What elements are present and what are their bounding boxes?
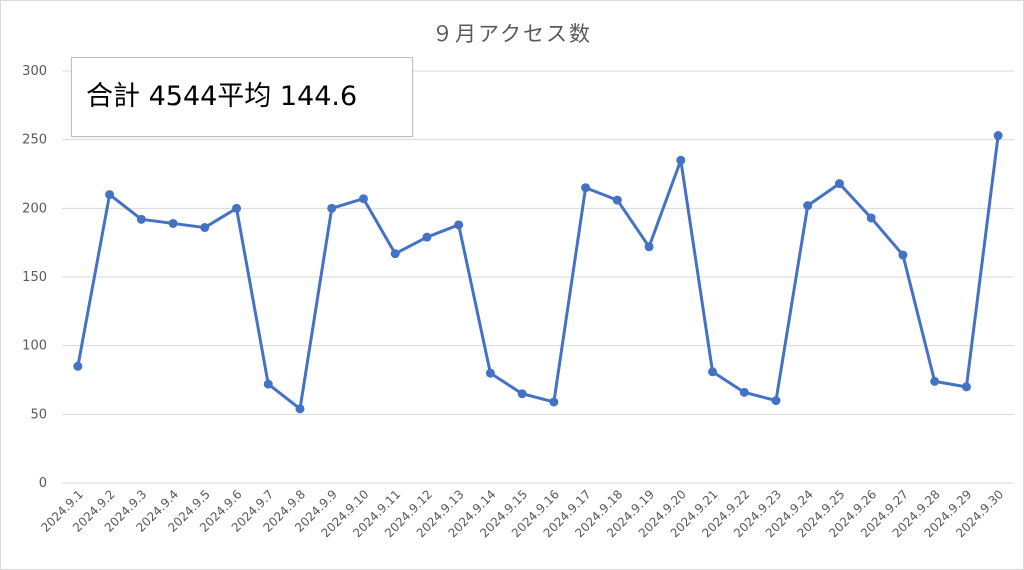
y-tick-label: 0 [39, 476, 47, 491]
data-point [834, 179, 844, 189]
chart-title: ９月アクセス数 [432, 22, 592, 46]
y-tick-label: 150 [22, 270, 47, 285]
series-line [76, 134, 1000, 411]
data-point [454, 220, 464, 230]
data-point [803, 201, 813, 211]
data-point [644, 242, 654, 252]
data-point [232, 203, 242, 213]
data-point [612, 195, 622, 205]
y-tick-label: 250 [22, 133, 47, 148]
data-point [390, 249, 400, 259]
data-point [676, 155, 686, 165]
y-tick-label: 100 [22, 339, 47, 354]
summary-text: 合計 4544平均 144.6 [86, 81, 358, 112]
series-access-count [73, 131, 1003, 414]
data-point [961, 382, 971, 392]
data-point [930, 376, 940, 386]
data-point [327, 203, 337, 213]
data-point [771, 396, 781, 406]
data-point [866, 213, 876, 223]
data-point [73, 361, 83, 371]
data-point [517, 389, 527, 399]
data-point [581, 183, 591, 193]
y-tick-label: 300 [22, 64, 47, 79]
data-point [898, 250, 908, 260]
data-point [739, 387, 749, 397]
data-point [200, 223, 210, 233]
summary-box: 合計 4544平均 144.6 [71, 57, 413, 137]
data-point [136, 214, 146, 224]
x-axis-ticks: 2024.9.12024.9.22024.9.32024.9.42024.9.5… [38, 487, 1006, 540]
data-point [485, 368, 495, 378]
data-point [422, 232, 432, 242]
data-point [358, 194, 368, 204]
data-point [105, 190, 115, 200]
y-tick-label: 50 [30, 407, 47, 422]
data-point [993, 131, 1003, 141]
y-tick-label: 200 [22, 201, 47, 216]
data-point [708, 367, 718, 377]
data-point [549, 397, 559, 407]
data-point [295, 404, 305, 414]
data-point [168, 218, 178, 228]
data-point [263, 379, 273, 389]
y-axis-ticks: 0 50 100 150 200 250 300 [22, 64, 47, 491]
